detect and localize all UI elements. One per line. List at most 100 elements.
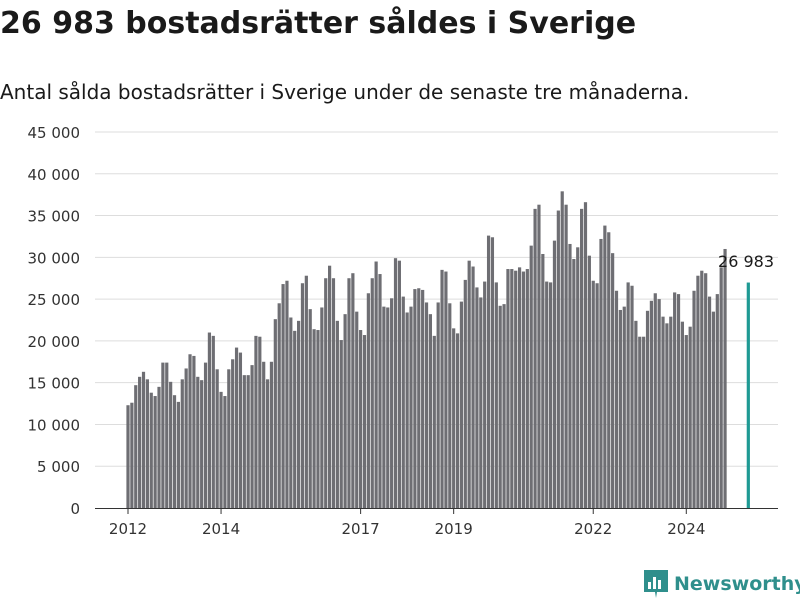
bar	[486, 235, 491, 508]
bar	[452, 328, 456, 508]
bar	[630, 285, 634, 508]
bar	[308, 309, 312, 508]
y-tick-label: 15 000	[28, 375, 81, 393]
bar	[711, 311, 716, 508]
y-tick-label: 35 000	[28, 208, 81, 226]
bar	[370, 278, 374, 508]
bar	[211, 335, 215, 508]
highlight-value-label: 26 983	[718, 252, 774, 271]
bar	[192, 355, 196, 508]
bar	[378, 274, 382, 508]
bar	[459, 301, 464, 508]
bar	[339, 340, 343, 508]
bar	[533, 208, 537, 509]
newsworthy-logo: Newsworthy	[644, 568, 800, 600]
bar	[436, 302, 440, 508]
bar	[653, 293, 657, 508]
bar	[428, 314, 433, 508]
bars	[126, 191, 750, 509]
bar	[161, 362, 165, 508]
bar	[145, 379, 149, 508]
y-tick-label: 40 000	[28, 166, 81, 184]
bar	[328, 265, 332, 508]
bar	[231, 359, 235, 508]
bar	[545, 281, 549, 508]
bar	[351, 273, 355, 508]
bar	[293, 330, 297, 508]
bar	[262, 361, 266, 508]
bar	[347, 278, 351, 508]
bar	[521, 271, 526, 508]
bar	[572, 259, 576, 508]
bar	[393, 258, 398, 508]
bar	[591, 280, 595, 508]
bar	[149, 392, 153, 508]
bar	[704, 273, 708, 508]
bar	[676, 294, 681, 508]
bar	[355, 311, 359, 508]
bar	[254, 335, 258, 508]
bar	[680, 321, 685, 508]
bar	[397, 260, 401, 508]
bar	[490, 237, 495, 508]
bar-highlight	[746, 282, 750, 508]
bar	[475, 287, 479, 508]
x-tick-label: 2014	[202, 520, 240, 538]
bar	[126, 405, 130, 508]
bar	[455, 333, 460, 508]
bar	[343, 314, 347, 508]
x-tick-label: 2019	[435, 520, 473, 538]
bar	[401, 296, 405, 508]
bar	[386, 307, 390, 508]
bar	[715, 294, 719, 508]
bar	[421, 289, 425, 508]
bar	[335, 320, 339, 508]
bar	[130, 402, 134, 508]
bar	[285, 280, 289, 508]
bar	[626, 282, 630, 508]
bar	[134, 385, 138, 508]
bar	[514, 270, 518, 508]
bar	[599, 238, 603, 508]
bar	[603, 225, 607, 508]
bar	[219, 391, 223, 508]
bar	[483, 281, 487, 508]
bar	[269, 361, 274, 508]
bar	[684, 335, 688, 508]
bar	[157, 386, 161, 508]
bar	[250, 365, 254, 508]
y-tick-label: 5 000	[37, 458, 80, 476]
y-tick-label: 25 000	[28, 291, 81, 309]
bar	[696, 275, 700, 508]
bar	[568, 243, 572, 508]
y-tick-label: 10 000	[28, 416, 81, 434]
bar	[634, 320, 638, 508]
bar	[467, 260, 471, 508]
bar	[587, 255, 591, 508]
bar	[506, 269, 510, 508]
x-tick-label: 2024	[667, 520, 705, 538]
y-axis: 0 5 000 10 000 15 000 20 000 25 000 30 000 35 0…	[28, 124, 81, 518]
bar	[200, 380, 204, 508]
bar	[661, 316, 665, 508]
bar	[153, 396, 157, 508]
bar	[607, 232, 611, 508]
bar	[665, 323, 669, 508]
bar-chart-icon	[644, 570, 668, 598]
bar	[238, 352, 243, 508]
bar	[277, 303, 281, 508]
bar	[560, 191, 564, 508]
bar	[176, 401, 181, 508]
bar	[556, 210, 560, 508]
y-tick-label: 0	[70, 500, 80, 518]
bar	[622, 306, 626, 508]
x-tick-label: 2022	[574, 520, 612, 538]
bar	[300, 283, 305, 508]
bar	[614, 290, 619, 508]
bar	[692, 290, 696, 508]
bar	[642, 336, 646, 508]
annotations: 26 983	[718, 252, 774, 271]
bar	[246, 375, 250, 508]
chart-subtitle: Antal sålda bostadsrätter i Sverige unde…	[0, 80, 690, 104]
bar	[312, 329, 316, 508]
